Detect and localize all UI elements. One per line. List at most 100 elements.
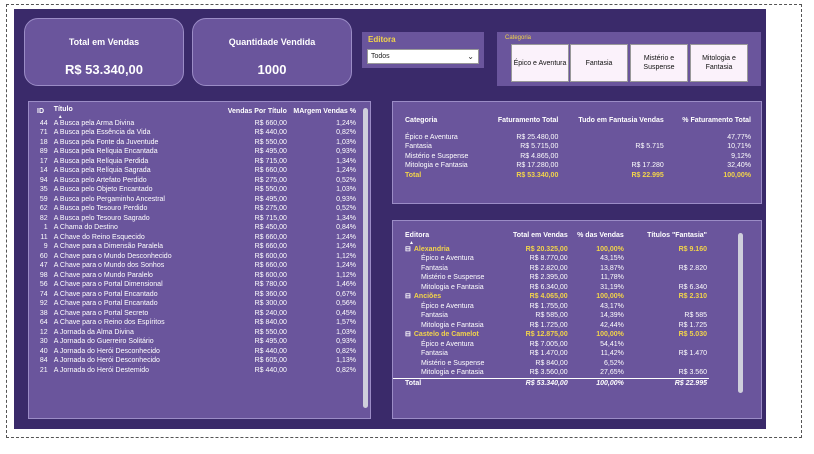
table-row[interactable]: 60 A Chave para o Mundo Desconhecido R$ 60… [29, 252, 370, 262]
scrollbar[interactable] [738, 233, 743, 393]
cell-faturamento: R$ 5.715,00 [520, 143, 559, 150]
col-header-perc-vendas[interactable]: % das Vendas [577, 232, 624, 239]
col-header-perc-faturamento[interactable]: % Faturamento Total [682, 117, 751, 124]
matrix-row[interactable]: Mitologia e Fantasia R$ 1.725,00 42,44% R$ … [393, 321, 761, 331]
cell-perc-vendas: 14,39% [600, 312, 624, 319]
card-value: R$ 53.340,00 [64, 62, 144, 77]
cell-vendas: R$ 550,00 [254, 186, 287, 193]
category-button-misterio[interactable]: Mistério e Suspense [630, 44, 688, 82]
cell-fantasia-vendas: R$ 17.280 [631, 162, 664, 169]
visual-frame [6, 4, 802, 438]
cell-vendas: R$ 840,00 [254, 319, 287, 326]
category-button-fantasia[interactable]: Fantasia [570, 44, 628, 82]
cell-perc-vendas: 27,65% [600, 369, 624, 376]
table-row[interactable]: 44 A Busca pela Arma Divina R$ 660,00 1,24% [29, 119, 370, 129]
cell-titulo: A Chave para a Dimensão Paralela [53, 243, 164, 250]
chevron-down-icon[interactable]: ⌄ [467, 52, 474, 61]
matrix-row[interactable]: Fantasia R$ 1.470,00 11,42% R$ 1.470 [393, 349, 761, 359]
matrix-row[interactable]: Mitologia e Fantasia R$ 3.560,00 27,65% R$ … [393, 368, 761, 378]
table-row[interactable]: 84 A Jornada do Herói Desconhecido R$ 605,… [29, 356, 370, 366]
table-row[interactable]: 9 A Chave para a Dimensão Paralela R$ 660,… [29, 242, 370, 252]
table-row[interactable]: 74 A Chave para o Portal Encantado R$ 360,… [29, 290, 370, 300]
matrix-row[interactable]: Épico e Aventura R$ 1.755,00 43,17% [393, 302, 761, 312]
col-header-categoria[interactable]: Categoria [405, 117, 438, 124]
table-row[interactable]: 17 A Busca pela Relíquia Perdida R$ 715,00… [29, 157, 370, 167]
cell-editora: Fantasia [421, 264, 448, 272]
cell-faturamento: R$ 25.480,00 [516, 133, 559, 141]
table-row[interactable]: 18 A Busca pela Fonte da Juventude R$ 550,… [29, 138, 370, 148]
col-header-fantasia-vendas[interactable]: Tudo em Fantasia Vendas [578, 117, 664, 124]
cell-fantasia-vendas: R$ 5.715 [635, 143, 664, 150]
cell-total-vendas: R$ 1.725,00 [529, 321, 568, 329]
cell-editora: Fantasia [421, 350, 448, 357]
total-row[interactable]: Total R$ 53.340,00 R$ 22.995 100,00% [393, 171, 761, 181]
table-row[interactable]: Mistério e Suspense R$ 4.865,00 9,12% [393, 152, 761, 162]
category-button-mitologia[interactable]: Mitologia e Fantasia [690, 44, 748, 82]
col-header-total-vendas[interactable]: Total em Vendas [512, 232, 568, 239]
card-quantidade-vendida[interactable]: Quantidade Vendida 1000 [192, 18, 352, 86]
matrix-group-row[interactable]: ⊟ Anciões R$ 4.065,00 100,00% R$ 2.310 [393, 292, 761, 302]
cell-titulo: A Chave para o Portal Encantado [53, 290, 158, 298]
collapse-icon[interactable]: ⊟ [405, 245, 411, 253]
scrollbar[interactable] [363, 108, 368, 408]
table-row[interactable]: 1 A Chama do Destino R$ 450,00 0,84% [29, 223, 370, 233]
cell-editora: Total [393, 377, 502, 388]
table-row[interactable]: 11 A Chave do Reino Esquecido R$ 660,00 1,2… [29, 233, 370, 243]
slicer-title: Categoria [505, 35, 532, 41]
matrix-row[interactable]: Mitologia e Fantasia R$ 6.340,00 31,19% R$ … [393, 283, 761, 293]
table-row[interactable]: 14 A Busca pela Relíquia Sagrada R$ 660,00… [29, 166, 370, 176]
table-row[interactable]: 92 A Chave para o Portal Encantado R$ 300,… [29, 299, 370, 309]
table-row[interactable]: 59 A Busca pelo Pergaminho Ancestral R$ 49… [29, 195, 370, 205]
col-header-titulos-fantasia[interactable]: Títulos "Fantasia" [647, 232, 707, 239]
matrix-row[interactable]: Épico e Aventura R$ 7.005,00 54,41% [393, 340, 761, 350]
col-header-margem[interactable]: MArgem Vendas % [293, 108, 356, 115]
table-row[interactable]: 38 A Chave para o Portal Secreto R$ 240,00… [29, 309, 370, 319]
table-row[interactable]: 82 A Busca pelo Tesouro Sagrado R$ 715,00 1… [29, 214, 370, 224]
cell-titulos-fantasia: R$ 6.340 [678, 283, 707, 291]
card-total-vendas[interactable]: Total em Vendas R$ 53.340,00 [24, 18, 184, 86]
total-row[interactable]: Total R$ 53.340,00 100,00% R$ 22.995 [393, 377, 761, 388]
table-row[interactable]: 21 A Jornada do Herói Destemido R$ 440,00 0… [29, 366, 370, 376]
cell-margem: 0,93% [336, 148, 356, 155]
cell-vendas: R$ 450,00 [254, 224, 287, 231]
table-row[interactable]: Mitologia e Fantasia R$ 17.280,00 R$ 17.28… [393, 161, 761, 171]
col-header-vendas[interactable]: Vendas Por Título [227, 108, 287, 115]
matrix-group-row[interactable]: ⊟ Castelo de Camelot R$ 12.875,00 100,00% R$… [393, 330, 761, 340]
col-header-titulo[interactable]: Título ▲ [52, 105, 207, 119]
table-row[interactable]: 71 A Busca pela Essência da Vida R$ 440,00… [29, 128, 370, 138]
matrix-row[interactable]: Épico e Aventura R$ 8.770,00 43,15% [393, 254, 761, 264]
matrix-group-row[interactable]: ⊟ Alexandria R$ 20.325,00 100,00% R$ 9.160 [393, 245, 761, 255]
cell-titulo: A Busca pelo Pergaminho Ancestral [53, 195, 165, 203]
col-header-id[interactable]: ID [37, 108, 44, 115]
cell-editora: Mistério e Suspense [421, 359, 485, 367]
table-row[interactable]: 35 A Busca pelo Objeto Encantado R$ 550,00… [29, 185, 370, 195]
table-row[interactable]: 47 A Chave para o Mundo dos Sonhos R$ 660,… [29, 261, 370, 271]
table-row[interactable]: Fantasia R$ 5.715,00 R$ 5.715 10,71% [393, 142, 761, 152]
cell-editora: Mitologia e Fantasia [421, 369, 484, 376]
col-header-faturamento[interactable]: Faturamento Total [497, 117, 559, 124]
table-row[interactable]: 56 A Chave para o Portal Dimensional R$ 78… [29, 280, 370, 290]
cell-margem: 0,93% [336, 195, 356, 203]
table-row[interactable]: 12 A Jornada da Alma Divina R$ 550,00 1,03% [29, 328, 370, 338]
collapse-icon[interactable]: ⊟ [405, 331, 411, 338]
matrix-row[interactable]: Mistério e Suspense R$ 840,00 6,52% [393, 359, 761, 369]
table-row[interactable]: 40 A Jornada do Herói Desconhecido R$ 440,… [29, 347, 370, 357]
cell-vendas: R$ 550,00 [254, 138, 287, 146]
matrix-row[interactable]: Mistério e Suspense R$ 2.395,00 11,78% [393, 273, 761, 283]
cell-titulo: A Chama do Destino [53, 224, 118, 231]
table-row[interactable]: 94 A Busca pelo Artefato Perdido R$ 275,00… [29, 176, 370, 186]
table-row[interactable]: 98 A Chave para o Mundo Paralelo R$ 600,00… [29, 271, 370, 281]
matrix-row[interactable]: Fantasia R$ 2.820,00 13,87% R$ 2.820 [393, 264, 761, 274]
collapse-icon[interactable]: ⊟ [405, 293, 411, 300]
cell-perc-vendas: 100,00% [596, 245, 624, 253]
editora-dropdown[interactable]: Todos ⌄ [367, 49, 479, 64]
col-header-editora[interactable]: Editora ▲ [393, 231, 501, 245]
table-row[interactable]: 89 A Busca pela Relíquia Encantada R$ 495,… [29, 147, 370, 157]
cell-margem: 1,57% [336, 319, 356, 326]
category-button-epico[interactable]: Épico e Aventura [511, 44, 569, 82]
table-row[interactable]: Épico e Aventura R$ 25.480,00 47,77% [393, 133, 761, 143]
table-row[interactable]: 30 A Jornada do Guerreiro Solitário R$ 495… [29, 337, 370, 347]
table-row[interactable]: 62 A Busca pelo Tesouro Perdido R$ 275,00 0… [29, 204, 370, 214]
table-row[interactable]: 64 A Chave para o Reino dos Espíritos R$ 8… [29, 318, 370, 328]
matrix-row[interactable]: Fantasia R$ 585,00 14,39% R$ 585 [393, 311, 761, 321]
